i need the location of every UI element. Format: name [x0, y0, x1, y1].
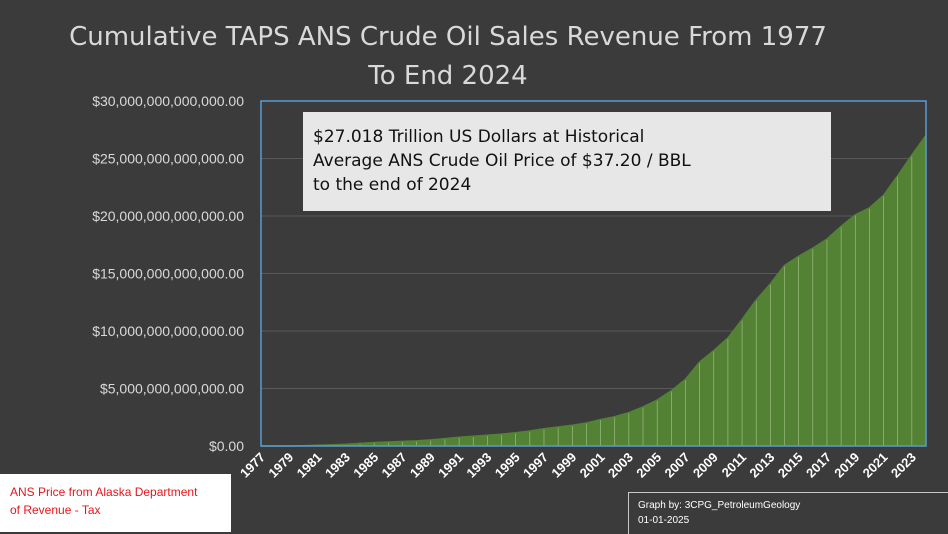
x-tick-label: 1995 — [492, 450, 523, 481]
x-tick-label: 2003 — [605, 450, 636, 481]
x-tick-label: 1981 — [294, 450, 325, 481]
chart-title: Cumulative TAPS ANS Crude Oil Sales Reve… — [0, 18, 896, 96]
x-tick-label: 1997 — [520, 450, 551, 481]
x-tick-label: 1977 — [237, 450, 268, 481]
x-tick-label: 2013 — [746, 450, 777, 481]
callout-line2: Average ANS Crude Oil Price of $37.20 / … — [313, 151, 691, 171]
y-tick-label: $15,000,000,000,000.00 — [92, 266, 244, 282]
y-tick-label: $20,000,000,000,000.00 — [92, 208, 244, 224]
x-tick-label: 2011 — [719, 450, 750, 481]
source-line1: ANS Price from Alaska Department — [10, 485, 198, 499]
revenue-line — [261, 134, 927, 447]
x-tick-label: 2023 — [888, 450, 919, 481]
chart-title-line1: Cumulative TAPS ANS Crude Oil Sales Reve… — [69, 22, 827, 52]
chart-title-line2: To End 2024 — [368, 61, 528, 91]
x-tick-label: 1989 — [407, 450, 438, 481]
x-tick-label: 2015 — [775, 450, 806, 481]
source-line2: of Revenue - Tax — [10, 503, 101, 517]
x-tick-label: 2005 — [633, 450, 664, 481]
x-tick-label: 1991 — [435, 450, 466, 481]
x-tick-label: 2019 — [831, 450, 862, 481]
y-tick-label: $30,000,000,000,000.00 — [92, 93, 244, 109]
x-tick-label: 1993 — [463, 450, 494, 481]
x-tick-label: 2007 — [662, 450, 693, 481]
x-tick-label: 1987 — [379, 450, 410, 481]
x-tick-label: 1985 — [350, 450, 381, 481]
revenue-area — [261, 135, 926, 446]
credit-author: Graph by: 3CPG_PetroleumGeology — [638, 500, 801, 511]
callout-line1: $27.018 Trillion US Dollars at Historica… — [313, 127, 645, 147]
y-tick-label: $25,000,000,000,000.00 — [92, 151, 244, 167]
x-tick-label: 1999 — [548, 450, 579, 481]
source-note: ANS Price from Alaska Department of Reve… — [0, 474, 231, 532]
x-tick-label: 2017 — [803, 450, 834, 481]
y-tick-label: $0.00 — [209, 438, 244, 454]
graph-credit: Graph by: 3CPG_PetroleumGeology 01-01-20… — [628, 492, 948, 534]
credit-date: 01-01-2025 — [638, 515, 690, 526]
total-revenue-callout: $27.018 Trillion US Dollars at Historica… — [303, 112, 831, 211]
callout-line3: to the end of 2024 — [313, 175, 472, 195]
x-tick-label: 2009 — [690, 450, 721, 481]
plot-area-border — [260, 100, 927, 447]
x-tick-label: 1983 — [322, 450, 353, 481]
x-tick-label: 2021 — [860, 450, 891, 481]
y-tick-label: $10,000,000,000,000.00 — [92, 323, 244, 339]
x-tick-label: 2001 — [577, 450, 608, 481]
x-tick-label: 1979 — [265, 450, 296, 481]
y-tick-label: $5,000,000,000,000.00 — [100, 381, 244, 397]
